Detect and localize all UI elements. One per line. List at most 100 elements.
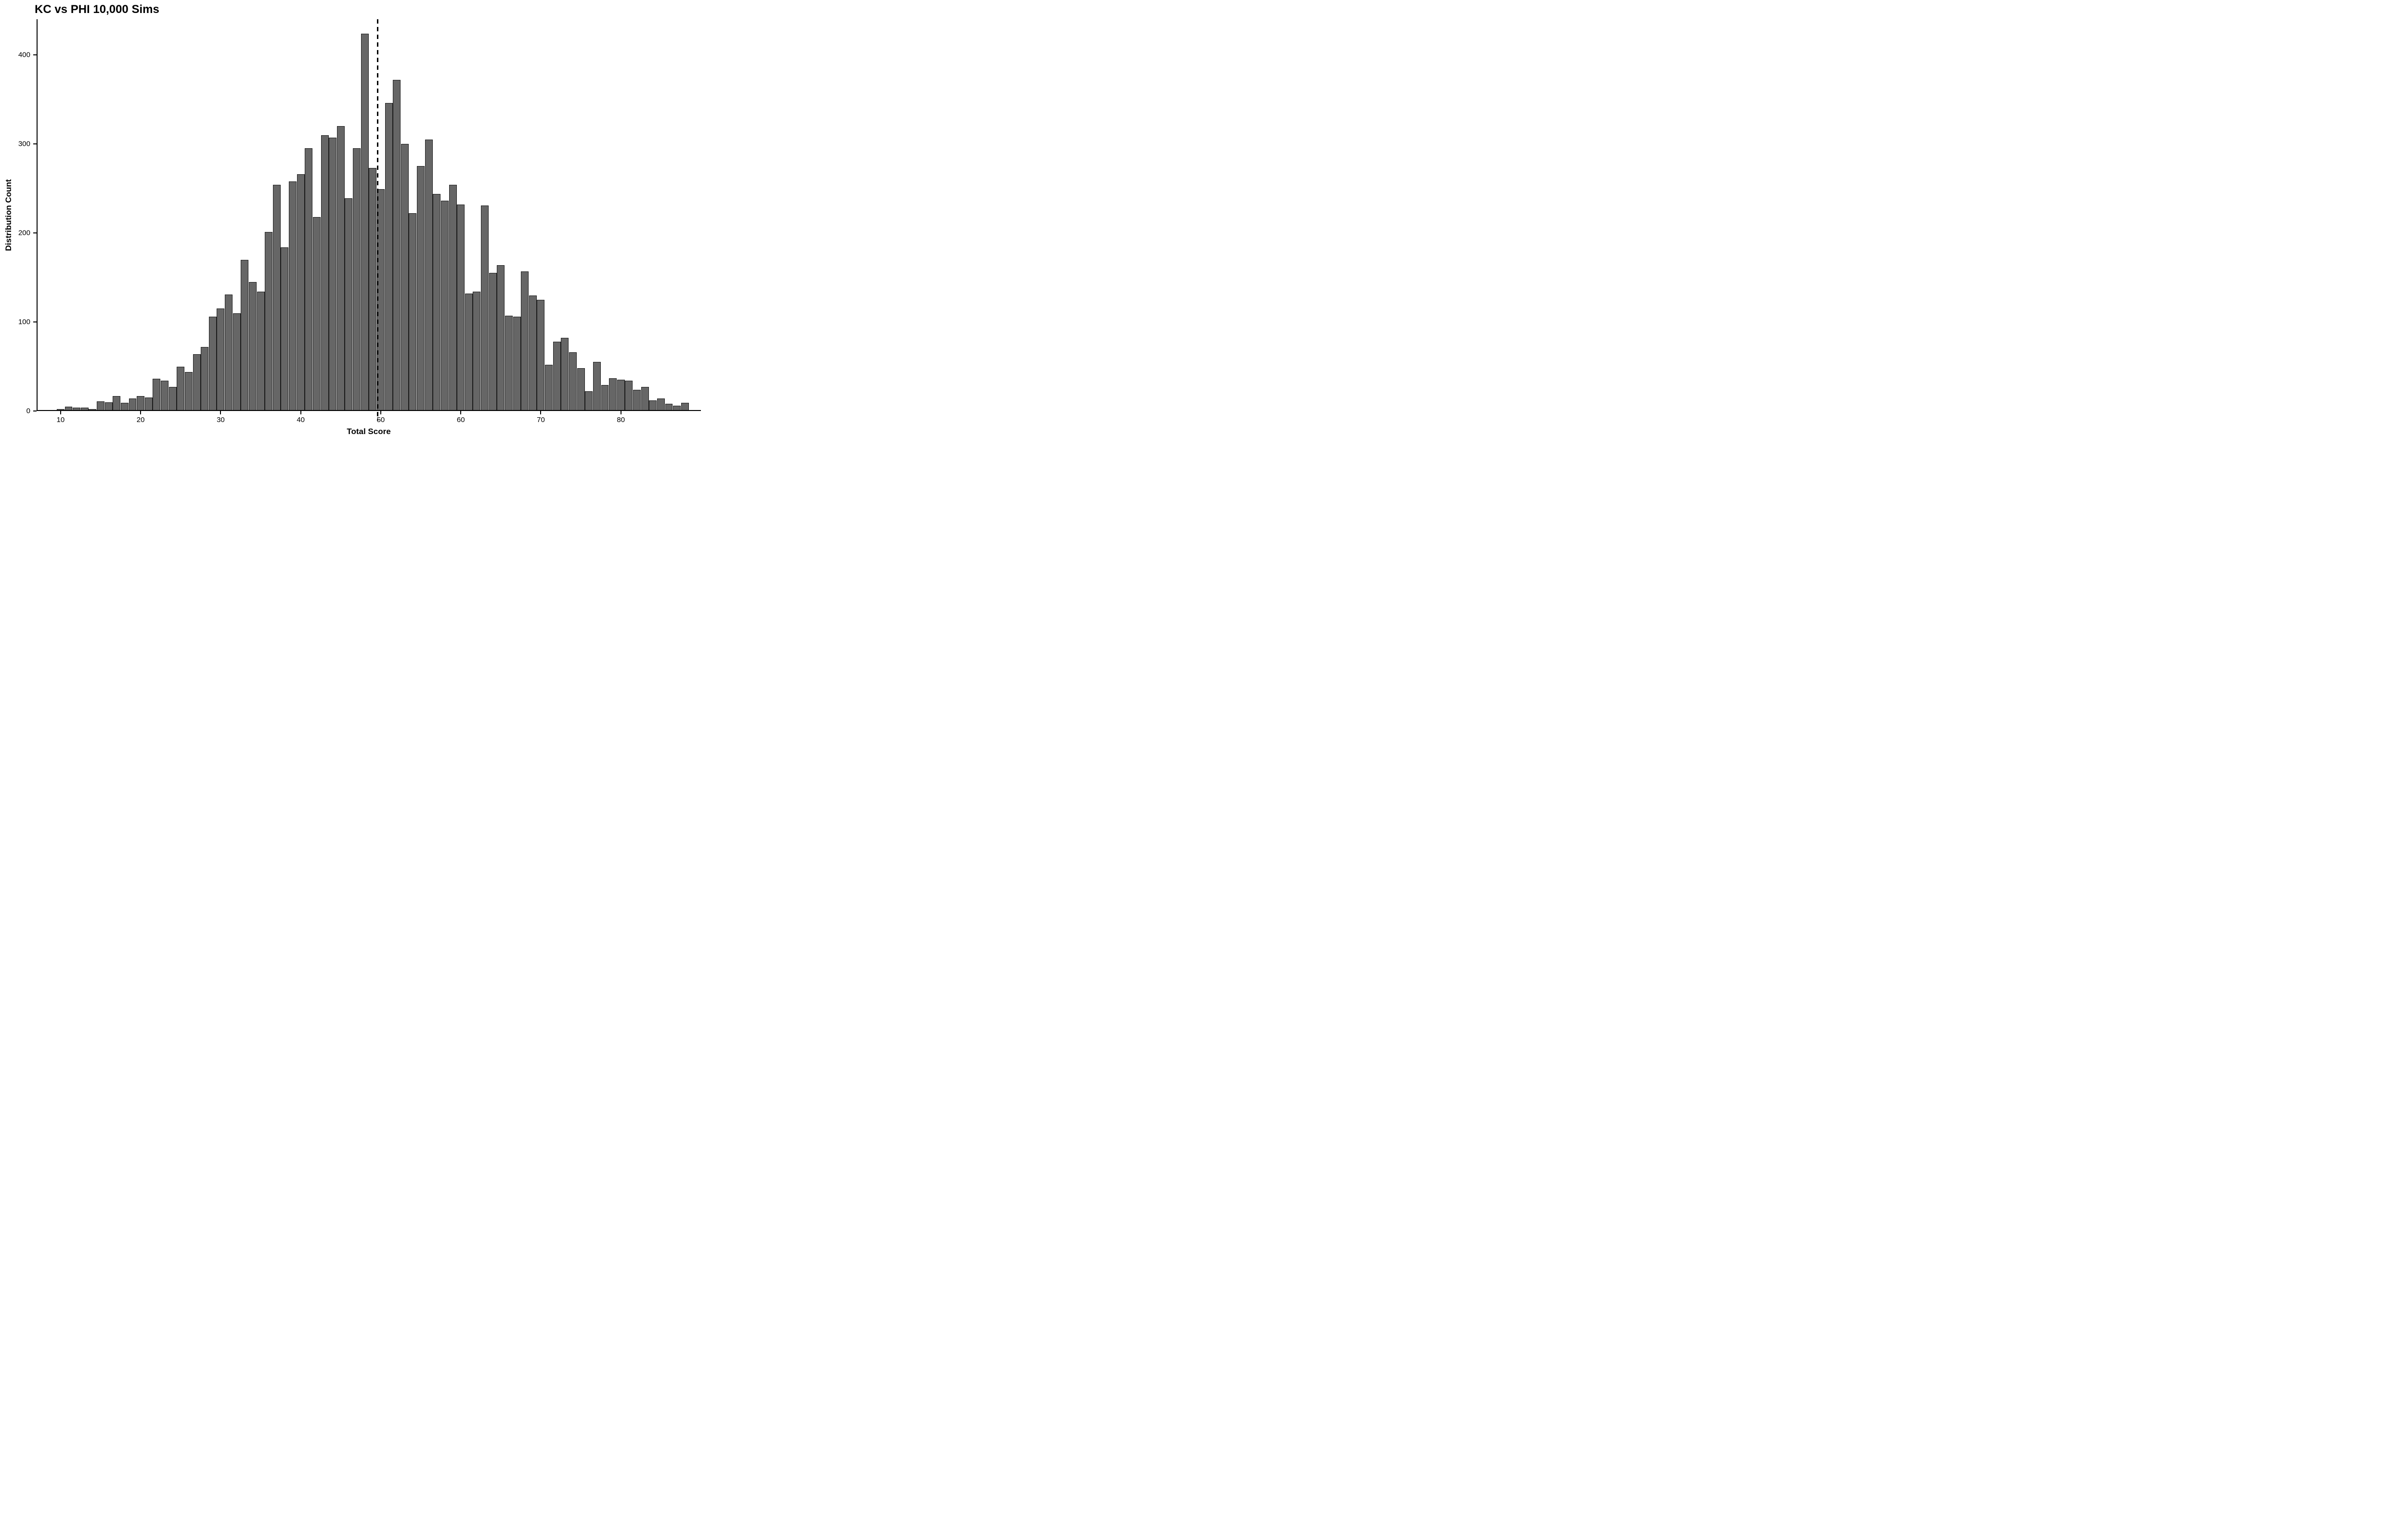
histogram-bar [337,126,345,411]
y-tick-label: 400 [14,51,30,59]
histogram-bar [441,201,449,411]
histogram-bar [169,387,177,411]
y-tick [33,232,37,233]
histogram-bar [185,372,193,411]
histogram-bar [633,390,641,411]
histogram-bar [465,294,473,411]
histogram-bar [393,80,401,411]
histogram-bar [417,166,425,411]
x-tick [60,411,61,414]
histogram-bar [577,368,585,411]
histogram-bar [569,352,577,411]
histogram-bar [273,185,281,411]
x-tick-label: 30 [217,416,225,424]
x-tick-label: 10 [57,416,65,424]
x-tick [460,411,461,414]
histogram-bar [601,385,609,411]
histogram-bar [401,144,409,411]
x-axis-line [37,410,701,411]
histogram-bar [513,317,521,411]
x-tick-label: 70 [537,416,545,424]
histogram-bar [489,273,497,411]
y-tick-label: 200 [14,229,30,237]
histogram-bar [449,185,457,411]
y-tick [33,321,37,322]
histogram-bar [409,213,416,411]
x-tick-label: 60 [457,416,465,424]
histogram-bar [625,381,633,411]
histogram-bar [433,194,440,411]
histogram-bar [505,316,513,411]
histogram-bar [129,398,137,411]
histogram-bar [425,140,433,411]
chart-title: KC vs PHI 10,000 Sims [35,3,159,16]
histogram-bar [297,174,305,411]
histogram-bar [145,398,153,411]
histogram-bar [353,148,361,411]
histogram-bar [193,354,201,411]
x-tick [380,411,381,414]
y-tick-label: 300 [14,140,30,148]
y-axis-line [37,19,38,411]
histogram-bar [561,338,569,411]
histogram-bar [617,380,625,411]
y-tick [33,54,37,55]
histogram-bar [209,317,217,411]
histogram-bar [265,232,272,411]
histogram-bar [481,205,489,411]
histogram-bar [329,138,336,411]
histogram-bar [233,313,241,411]
histogram-bar [241,260,248,411]
histogram-bar [457,205,465,411]
histogram-bar [537,300,544,411]
histogram-bar [497,265,505,411]
x-tick-label: 80 [617,416,625,424]
reference-vline [377,19,378,421]
histogram-bar [361,34,369,411]
histogram-bar [609,378,617,411]
histogram-bar [473,292,480,411]
plot-area [37,19,701,411]
histogram-bar [313,217,321,411]
x-tick [140,411,141,414]
x-axis-title: Total Score [347,427,390,436]
histogram-bar [369,168,376,411]
y-tick [33,143,37,144]
histogram-bar [97,401,104,411]
histogram-bar [649,400,657,411]
histogram-bar [177,367,184,411]
histogram-bar [113,396,120,411]
histogram-bar [545,365,553,411]
histogram-bar [585,391,593,411]
histogram-bar [593,362,601,411]
histogram-bar [345,198,352,411]
histogram-bar [553,342,561,411]
x-tick [540,411,541,414]
histogram-bar [657,398,665,411]
histogram-bar [289,181,297,411]
histogram-bar [257,292,265,411]
histogram-bar [521,271,529,411]
histogram-bar [281,247,288,411]
histogram-bar [201,347,208,411]
histogram-bar [217,308,224,411]
x-tick [220,411,221,414]
histogram-bar [529,295,537,411]
histogram-bar [153,379,160,411]
x-tick-label: 40 [297,416,305,424]
histogram-bar [137,396,144,411]
histogram-bar [161,381,168,411]
y-tick-label: 0 [14,407,30,415]
y-axis-title: Distribution Count [4,179,13,251]
histogram-bar [249,282,257,411]
x-tick-label: 50 [377,416,385,424]
histogram-bar [641,387,649,411]
histogram-chart: KC vs PHI 10,000 Sims 10 20 30 40 50 60 70 80 0… [0,0,712,445]
x-tick-label: 20 [137,416,145,424]
histogram-bar [305,148,312,411]
histogram-bar [225,295,233,411]
y-tick-label: 100 [14,318,30,326]
histogram-bar [385,103,393,411]
histogram-bar [321,135,329,411]
x-tick [300,411,301,414]
